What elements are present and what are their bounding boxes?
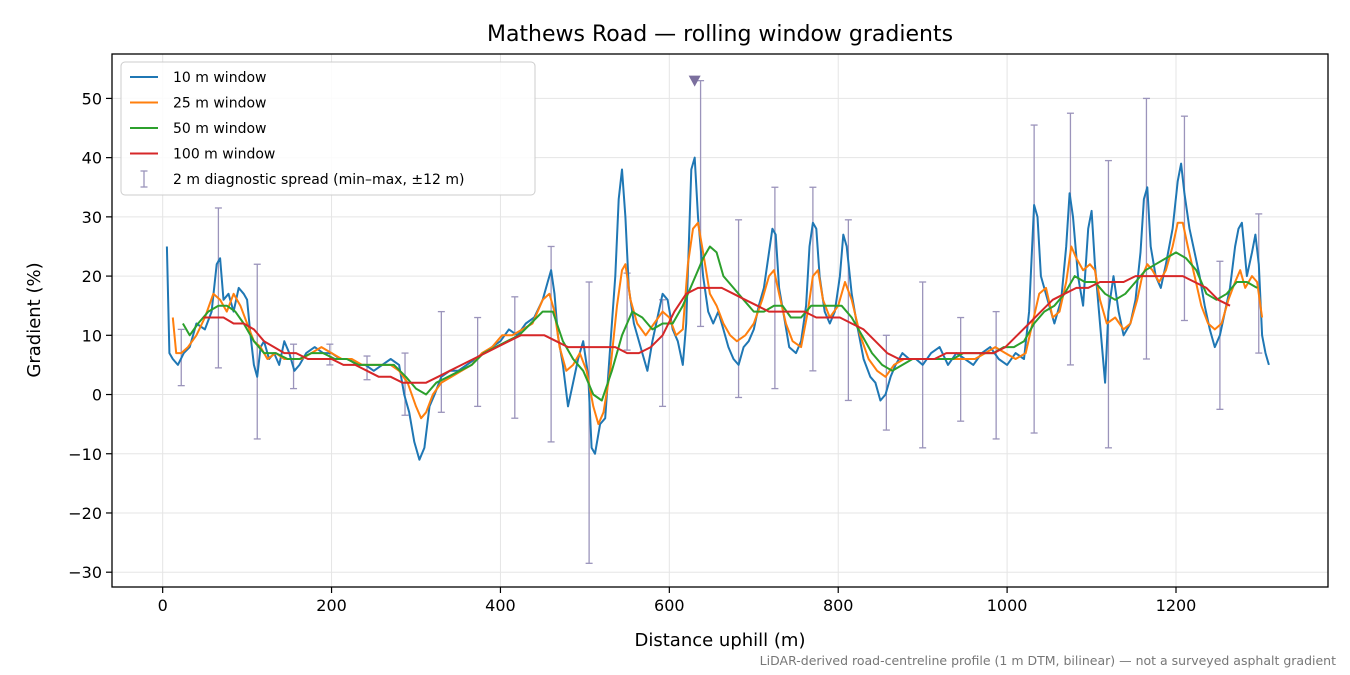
y-tick-label: −20: [68, 504, 102, 523]
errorbar: [697, 80, 705, 328]
errorbar: [253, 263, 261, 440]
errorbar: [735, 219, 743, 399]
legend-label: 25 m window: [173, 96, 266, 112]
series-lines: [165, 156, 1270, 461]
y-tick-label: 40: [82, 149, 102, 168]
y-tick-label: 20: [82, 267, 102, 286]
errorbar: [957, 316, 965, 422]
y-tick-label: −10: [68, 445, 102, 464]
legend-label: 50 m window: [173, 121, 266, 137]
errorbar: [1142, 97, 1150, 360]
y-axis-label: Gradient (%): [24, 262, 45, 377]
y-tick-label: 50: [82, 89, 102, 108]
errorbar: [585, 281, 593, 564]
y-tick-label: −30: [68, 563, 102, 582]
errorbar: [992, 310, 1000, 440]
errorbar: [771, 186, 779, 390]
errorbar: [1104, 159, 1112, 449]
y-tick-label: 10: [82, 326, 102, 345]
x-tick-label: 1000: [987, 596, 1028, 615]
errorbar: [401, 352, 409, 416]
errorbar: [1180, 115, 1188, 322]
y-tick-label: 30: [82, 208, 102, 227]
x-axis-label: Distance uphill (m): [635, 630, 806, 651]
plot-frame: [111, 53, 1329, 588]
series-line-100-m-window: [203, 275, 1231, 384]
footnote: LiDAR-derived road-centreline profile (1…: [760, 653, 1336, 668]
errorbar: [1066, 112, 1074, 366]
y-axis-ticks: −30 −20 −10 0 10 20 30 40 50: [68, 89, 112, 582]
series-line-50-m-window: [182, 245, 1258, 402]
errorbar: [214, 207, 222, 369]
errorbar: [437, 310, 445, 413]
errorbar: [511, 296, 519, 419]
errorbar: [474, 316, 482, 408]
legend-label: 2 m diagnostic spread (min–max, ±12 m): [173, 172, 464, 188]
legend-label: 10 m window: [173, 70, 266, 86]
x-axis-ticks: 0 200 400 600 800 1000 1200: [158, 587, 1197, 615]
y-tick-label: 0: [92, 386, 102, 405]
errorbar-group: [177, 75, 1263, 564]
x-tick-label: 0: [158, 596, 168, 615]
x-tick-label: 200: [316, 596, 347, 615]
x-tick-label: 600: [654, 596, 685, 615]
errorbar: [659, 299, 667, 408]
legend-label: 100 m window: [173, 147, 275, 163]
errorbar: [1030, 124, 1038, 434]
x-tick-label: 400: [485, 596, 516, 615]
x-tick-label: 1200: [1156, 596, 1197, 615]
legend-box: [120, 61, 536, 196]
chart-title: Mathews Road — rolling window gradients: [487, 22, 953, 47]
grid-lines: [112, 54, 1328, 587]
x-tick-label: 800: [823, 596, 854, 615]
errorbar: [547, 245, 555, 443]
errorbar: [326, 343, 334, 366]
errorbar: [844, 219, 852, 402]
legend: 10 m window 25 m window 50 m window 100 m w…: [120, 61, 536, 196]
outlier-marker: [688, 75, 701, 87]
errorbar: [363, 355, 371, 381]
